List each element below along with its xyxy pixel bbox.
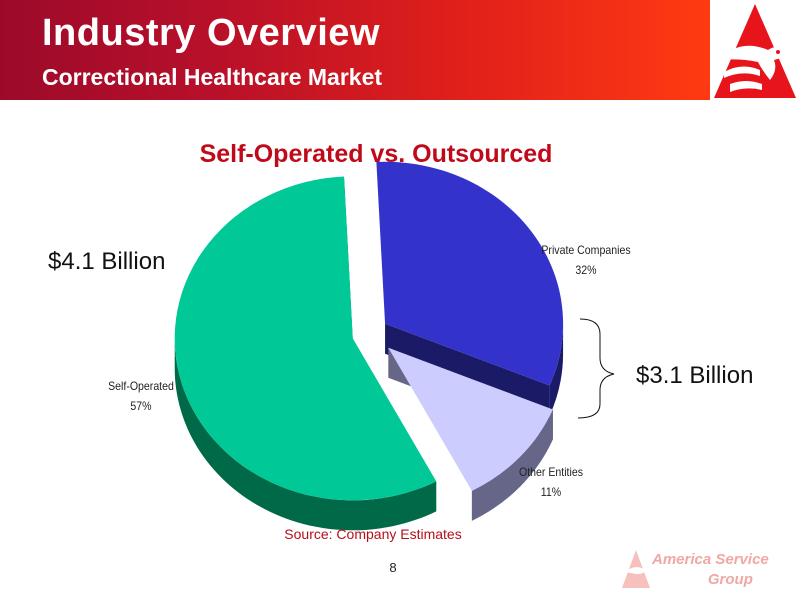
eagle-logo-icon: [714, 4, 796, 98]
pie-side-self-operated: [174, 338, 437, 531]
self-operated-total: $4.1 Billion: [48, 248, 166, 275]
slice-label-self-operated: Self-Operated 57%: [101, 376, 180, 416]
slice-value-private-companies: 32%: [575, 263, 597, 277]
slice-value-self-operated: 57%: [130, 399, 152, 413]
page-subtitle: Correctional Healthcare Market: [42, 64, 383, 90]
slice-label-other-entities: Other Entities 11%: [506, 462, 596, 502]
page-number: 8: [389, 560, 397, 575]
footer-brand: America Service Group: [652, 550, 769, 590]
slice-name-other-entities: Other Entities: [519, 465, 583, 479]
company-logo: [710, 0, 800, 100]
pie-cut-private-companies: [385, 323, 550, 416]
slice-value-other-entities: 11%: [540, 485, 562, 499]
source-note: Source: Company Estimates: [284, 526, 462, 542]
pie-side-other-entities: [471, 409, 553, 521]
pie-side-private-companies: [549, 323, 564, 416]
footer-brand-line2: Group: [707, 571, 753, 588]
slice-label-private-companies: Private Companies 32%: [531, 240, 640, 280]
pie-slice-other-entities: [388, 347, 553, 491]
outsourced-total: $3.1 Billion: [636, 362, 754, 389]
footer-brand-line1: America Service: [652, 551, 769, 568]
page-title: Industry Overview: [42, 12, 380, 54]
header-banner: Industry Overview Correctional Healthcar…: [0, 0, 710, 100]
footer-logo-icon: [622, 550, 650, 588]
pie-slice-private-companies: [376, 161, 564, 386]
pie-slice-self-operated: [174, 176, 437, 501]
slice-name-self-operated: Self-Operated: [108, 379, 174, 393]
chart-title: Self-Operated vs. Outsourced: [199, 140, 553, 168]
outsourced-brace-icon: [577, 318, 615, 419]
slice-name-private-companies: Private Companies: [541, 243, 631, 257]
